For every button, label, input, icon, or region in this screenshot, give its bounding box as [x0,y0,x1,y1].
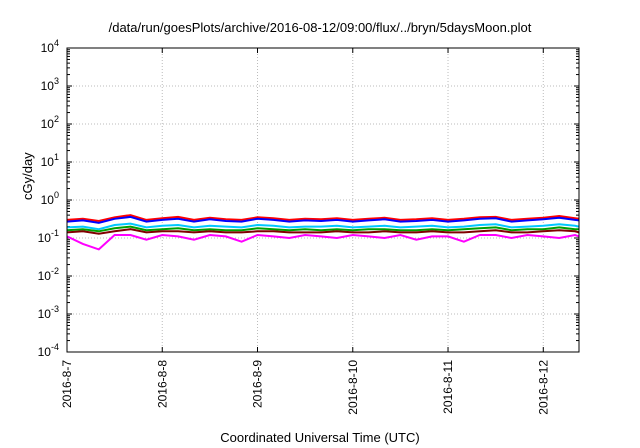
y-tick-label: 104 [41,38,59,55]
x-tick-label: 2016-8-11 [441,360,455,414]
chart-title: /data/run/goesPlots/archive/2016-08-12/0… [108,20,532,35]
y-tick-label: 10-4 [38,342,59,359]
x-tick-label: 2016-8-10 [346,360,360,415]
series-line-5 [66,228,580,235]
x-tick-label: 2016-8-12 [536,360,550,415]
y-tick-label: 10-3 [38,304,59,321]
series-line-2 [66,215,580,224]
y-tick-label: 10-2 [38,266,59,283]
y-tick-label: 102 [41,114,59,131]
series-line-1 [66,214,580,223]
y-tick-label: 101 [41,152,59,169]
y-tick-label: 100 [41,190,59,207]
plot-frame [66,47,580,353]
x-axis-label: Coordinated Universal Time (UTC) [220,430,420,445]
x-tick-label: 2016-8-7 [60,360,74,408]
x-tick-label: 2016-8-9 [251,360,265,408]
y-tick-label: 10-1 [38,228,59,245]
series-line-4 [66,225,579,233]
series-line-6 [66,233,580,251]
y-tick-label: 103 [41,76,59,93]
series-line-3 [66,222,580,231]
x-tick-label: 2016-8-8 [155,360,169,408]
